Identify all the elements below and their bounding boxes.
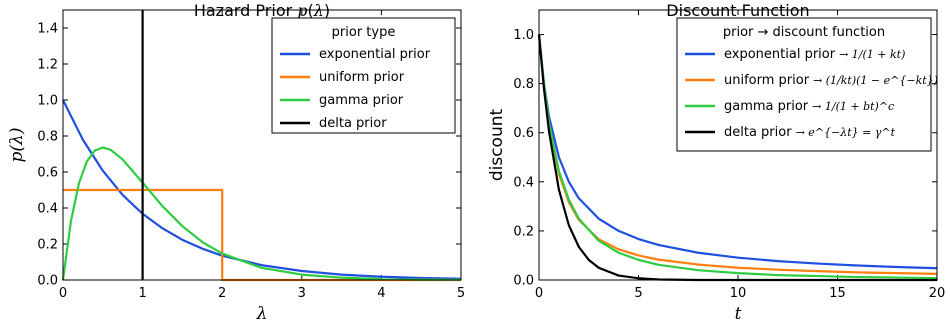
y-tick-label: 0.6 <box>37 166 58 181</box>
legend: prior type exponential prior uniform prior… <box>271 17 456 134</box>
x-tick-label: 10 <box>730 286 747 301</box>
legend: prior → discount function exponential pri… <box>676 17 938 152</box>
y-tick-label: 0.2 <box>37 238 58 253</box>
y-tick-label: 0.0 <box>513 274 534 289</box>
legend-title: prior → discount function <box>723 25 885 40</box>
x-tick-label: 5 <box>634 286 642 301</box>
series-line-exponential-prior <box>537 34 938 270</box>
legend-box <box>271 17 456 134</box>
x-tick-label: 20 <box>929 286 946 301</box>
y-axis-label: discount <box>487 109 507 182</box>
x-tick-label: 1 <box>138 286 146 301</box>
legend-item-gamma-prior: gamma prior <box>319 93 404 108</box>
y-tick-label: 0.4 <box>37 202 58 217</box>
legend-item-uniform-prior: uniform prior <box>319 70 405 85</box>
x-axis-label: t <box>735 304 742 324</box>
hazard-prior-chart: Hazard Prior p(λ) 0 1 2 3 4 50.00.20.40.60.81… <box>7 1 465 324</box>
legend-title: prior type <box>332 25 396 40</box>
y-tick-label: 0.2 <box>513 224 534 239</box>
y-tick-label: 1.4 <box>37 22 58 37</box>
x-tick-label: 5 <box>457 286 465 301</box>
plot-frame <box>62 9 462 281</box>
y-tick-label: 0.0 <box>37 274 58 289</box>
series-line-gamma-prior <box>61 146 462 281</box>
x-tick-label: 3 <box>298 286 306 301</box>
x-tick-label: 0 <box>59 286 67 301</box>
x-axis-label: λ <box>256 304 268 324</box>
legend-item-exponential-prior: exponential prior → 1/(1 + kt) <box>724 47 905 62</box>
x-tick-label: 4 <box>377 286 385 301</box>
legend-item-uniform-prior: uniform prior → (1/kt)(1 − e^{−kt}) <box>724 73 938 88</box>
y-tick-label: 1.0 <box>513 28 534 43</box>
y-axis-label: p(λ) <box>7 128 27 163</box>
y-tick-label: 0.6 <box>513 126 534 141</box>
y-tick-label: 0.8 <box>37 130 58 145</box>
y-tick-label: 1.2 <box>37 58 58 73</box>
legend-box <box>676 17 932 152</box>
x-tick-label: 0 <box>535 286 543 301</box>
legend-item-exponential-prior: exponential prior <box>319 47 431 62</box>
y-tick-label: 0.8 <box>513 77 534 92</box>
legend-item-delta-prior: delta prior → e^{−λt} = γ^t <box>724 125 896 140</box>
x-tick-label: 2 <box>218 286 226 301</box>
y-tick-label: 1.0 <box>37 94 58 109</box>
series-line-uniform-prior <box>63 188 461 282</box>
legend-item-delta-prior: delta prior <box>319 116 387 131</box>
series-line-gamma-prior <box>537 34 938 280</box>
plot-frame <box>538 9 938 281</box>
discount-function-chart: Discount Function 0 5 10 15 200.00.20.40.60.… <box>487 1 945 324</box>
x-tick-label: 15 <box>829 286 846 301</box>
y-tick-label: 0.4 <box>513 175 534 190</box>
series-line-exponential-prior <box>62 99 462 280</box>
